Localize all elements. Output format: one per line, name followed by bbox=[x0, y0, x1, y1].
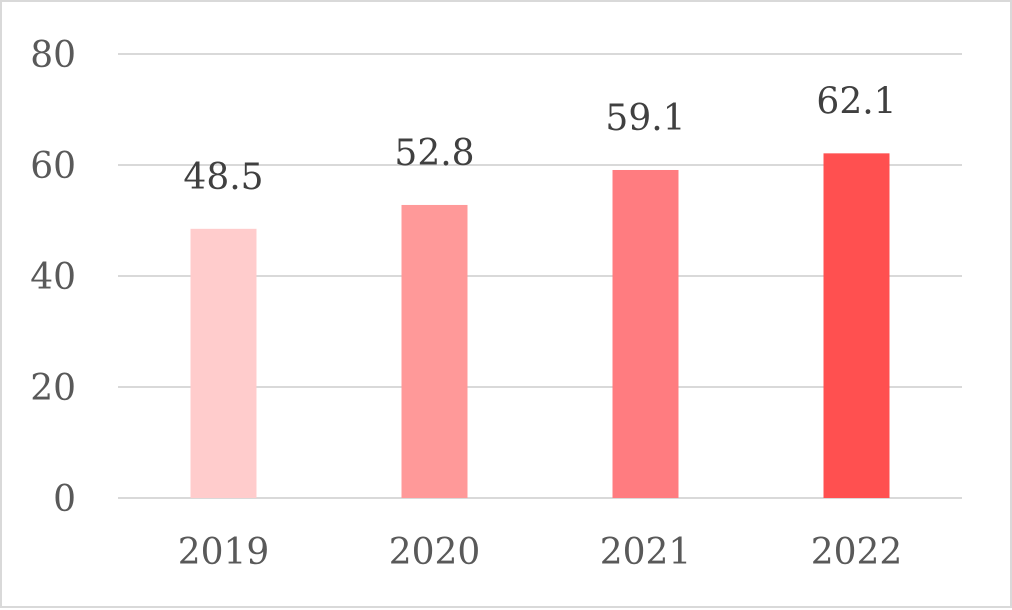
data-label-2020: 52.8 bbox=[394, 133, 474, 174]
x-tick-label-2020: 2020 bbox=[389, 532, 481, 573]
x-tick-label-2022: 2022 bbox=[811, 532, 903, 573]
data-label-2021: 59.1 bbox=[605, 98, 685, 139]
gridlines bbox=[118, 53, 962, 499]
data-labels: 48.5 52.8 59.1 62.1 bbox=[183, 81, 896, 197]
bar-2020 bbox=[401, 204, 468, 498]
bar-2022 bbox=[823, 153, 890, 498]
data-label-2019: 48.5 bbox=[183, 157, 263, 198]
y-tick-label: 20 bbox=[30, 368, 76, 409]
y-axis-tick-labels: 0 20 40 60 80 bbox=[30, 35, 76, 520]
bar-2021 bbox=[612, 169, 679, 498]
data-label-2022: 62.1 bbox=[816, 81, 896, 122]
x-tick-label-2021: 2021 bbox=[600, 532, 692, 573]
x-axis-tick-labels: 2019 2020 2021 2022 bbox=[178, 532, 903, 573]
y-tick-label: 60 bbox=[30, 146, 76, 187]
x-tick-label-2019: 2019 bbox=[178, 532, 270, 573]
y-tick-label: 0 bbox=[53, 479, 76, 520]
bar-2019 bbox=[190, 228, 257, 498]
bars bbox=[190, 153, 890, 498]
y-tick-label: 40 bbox=[30, 257, 76, 298]
y-tick-label: 80 bbox=[30, 35, 76, 76]
